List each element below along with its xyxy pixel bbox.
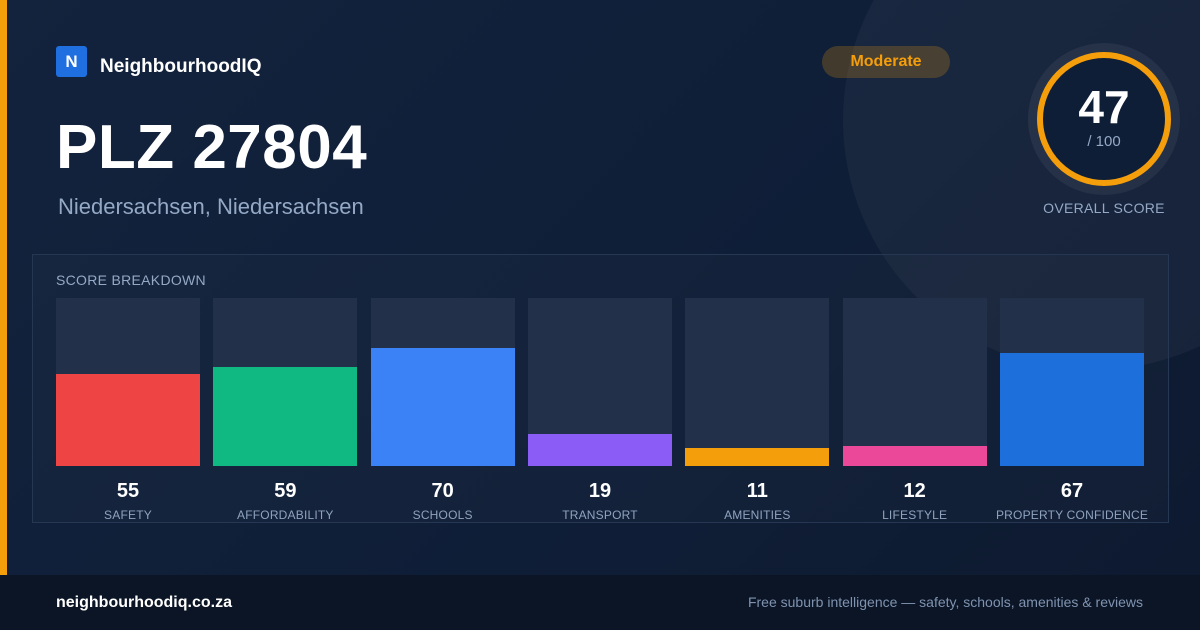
score-value: 70 xyxy=(431,480,454,502)
accent-bar xyxy=(0,0,7,575)
score-breakdown-title: SCORE BREAKDOWN xyxy=(56,272,206,288)
score-value: 55 xyxy=(116,480,140,502)
footer xyxy=(0,575,1200,630)
score-ring xyxy=(1037,52,1171,186)
brand-logo-icon: N xyxy=(56,46,87,77)
brand-name: NeighbourhoodIQ xyxy=(100,56,262,77)
score-bar-fill xyxy=(842,446,987,466)
score-column: 12 LIFESTYLE xyxy=(842,298,987,522)
rating-badge: Moderate xyxy=(822,46,950,78)
score-label: SCHOOLS xyxy=(412,508,473,522)
footer-tagline: Free suburb intelligence — safety, schoo… xyxy=(747,594,1143,610)
score-bar-fill xyxy=(213,367,358,466)
score-bar-track xyxy=(528,298,672,466)
score-bar-fill xyxy=(685,448,830,466)
score-label: SAFETY xyxy=(104,508,152,522)
score-value: 12 xyxy=(903,480,926,502)
score-label: AMENITIES xyxy=(724,508,791,522)
score-bar-track xyxy=(685,298,830,466)
score-value: 59 xyxy=(274,480,297,502)
footer-domain-link[interactable]: neighbourhoodiq.co.za xyxy=(56,594,232,611)
score-label: TRANSPORT xyxy=(562,508,638,522)
score-bar-fill xyxy=(370,348,515,466)
score-column: 59 AFFORDABILITY xyxy=(213,298,358,522)
score-bar-track xyxy=(842,298,987,466)
overall-score-label: OVERALL SCORE xyxy=(1043,200,1165,216)
score-breakdown-panel xyxy=(32,254,1169,523)
score-bar-fill xyxy=(1000,353,1144,466)
score-label: PROPERTY CONFIDENCE xyxy=(995,508,1149,522)
score-column: 55 SAFETY xyxy=(56,298,200,522)
score-bar-track xyxy=(370,298,515,466)
score-column: 19 TRANSPORT xyxy=(528,298,672,522)
overall-score-value: 47 xyxy=(1078,81,1130,133)
score-label: AFFORDABILITY xyxy=(237,508,334,522)
location-subtitle: Niedersachsen, Niedersachsen xyxy=(58,194,364,219)
score-value: 19 xyxy=(588,480,612,502)
score-bar-track xyxy=(213,298,358,466)
score-column: 70 SCHOOLS xyxy=(370,298,515,522)
score-column: 67 PROPERTY CONFIDENCE xyxy=(996,298,1148,522)
score-value: 67 xyxy=(1060,480,1084,502)
overall-score-max: / 100 xyxy=(1087,133,1121,150)
score-column: 11 AMENITIES xyxy=(685,298,830,522)
page-title: PLZ 27804 xyxy=(56,113,368,182)
score-bar-fill xyxy=(528,434,672,466)
score-bar-fill xyxy=(56,374,200,466)
score-label: LIFESTYLE xyxy=(882,508,948,522)
score-bar-track xyxy=(1000,298,1144,466)
score-breakdown-bars: 55 SAFETY 59 AFFORDABILITY 70 SCHOOLS 19… xyxy=(56,298,1148,522)
score-bar-track xyxy=(56,298,200,466)
score-value: 11 xyxy=(746,480,768,502)
